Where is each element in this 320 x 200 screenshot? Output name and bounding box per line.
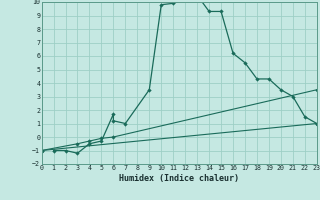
X-axis label: Humidex (Indice chaleur): Humidex (Indice chaleur) [119, 174, 239, 183]
